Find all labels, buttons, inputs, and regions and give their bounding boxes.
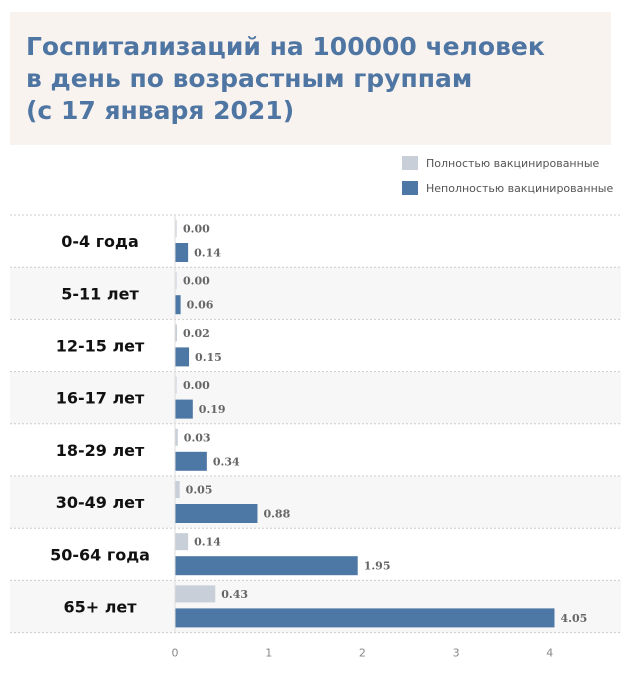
legend-item-full: Полностью вакцинированные <box>402 156 599 170</box>
data-label: 0.34 <box>213 455 240 468</box>
bar-partial <box>175 504 258 523</box>
data-label: 0.19 <box>199 403 226 416</box>
legend-label-partial: Неполностью вакцинированные <box>426 181 614 195</box>
data-label: 0.43 <box>221 588 248 601</box>
bar-full <box>175 272 177 290</box>
category-label: 50-64 года <box>50 545 150 564</box>
category-label: 65+ лет <box>63 598 137 617</box>
data-label: 1.95 <box>364 560 391 573</box>
legend-label-full: Полностью вакцинированные <box>426 156 600 170</box>
bar-full <box>175 376 177 394</box>
legend-swatch-full <box>402 156 418 170</box>
legend-item-partial: Неполностью вакцинированные <box>402 181 613 195</box>
x-tick-label: 3 <box>453 647 460 660</box>
x-tick-label: 2 <box>359 647 366 660</box>
row-background <box>10 476 621 529</box>
data-label: 0.02 <box>183 327 210 340</box>
data-label: 0.00 <box>183 223 210 236</box>
bar-full <box>175 220 177 237</box>
bar-full <box>175 585 216 603</box>
bar-full <box>175 481 180 498</box>
legend-swatch-partial <box>402 181 418 195</box>
x-tick-label: 0 <box>172 647 179 660</box>
data-label: 4.05 <box>560 612 587 625</box>
data-label: 0.00 <box>183 379 210 392</box>
bar-partial <box>175 295 181 315</box>
data-label: 0.03 <box>184 431 211 444</box>
category-label: 12-15 лет <box>56 337 145 356</box>
data-label: 0.14 <box>194 247 221 260</box>
row-background <box>10 267 621 320</box>
bar-full <box>175 533 189 551</box>
data-label: 0.00 <box>183 275 210 288</box>
category-label: 16-17 лет <box>56 389 145 408</box>
title-box <box>10 12 611 145</box>
row-background <box>10 371 621 424</box>
x-tick-label: 4 <box>546 647 553 660</box>
bar-partial <box>175 556 358 576</box>
data-label: 0.88 <box>263 508 290 521</box>
data-label: 0.05 <box>186 484 213 497</box>
category-label: 0-4 года <box>61 232 139 251</box>
data-label: 0.15 <box>195 351 222 364</box>
category-label: 30-49 лет <box>56 493 145 512</box>
bar-full <box>175 324 177 342</box>
bar-partial <box>175 451 207 471</box>
bar-partial <box>175 243 189 262</box>
bar-partial <box>175 608 555 628</box>
bar-partial <box>175 347 190 367</box>
category-label: 5-11 лет <box>61 284 139 303</box>
data-label: 0.14 <box>194 536 221 549</box>
chart-title: Госпитализаций на 100000 человек в день … <box>26 32 545 125</box>
data-label: 0.06 <box>187 299 214 312</box>
bar-full <box>175 428 178 446</box>
x-tick-label: 1 <box>265 647 272 660</box>
bar-partial <box>175 399 193 419</box>
category-label: 18-29 лет <box>56 441 145 460</box>
